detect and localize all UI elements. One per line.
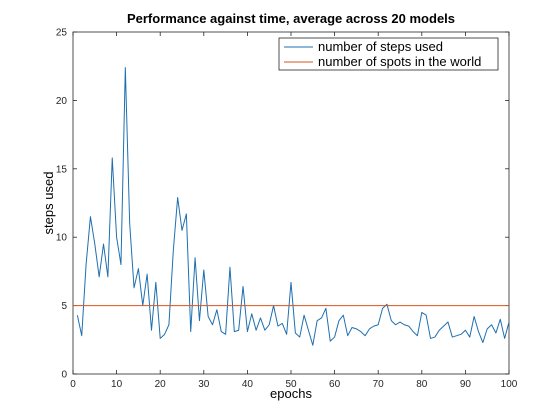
x-tick-label: 50 bbox=[285, 379, 297, 390]
series-layer bbox=[73, 67, 510, 346]
axis-ticks: 0 10 20 30 40 50 60 70 80 90 100 0 5 10 15 20 25 bbox=[56, 28, 518, 391]
x-tick-label: 60 bbox=[329, 379, 341, 390]
y-tick-label: 15 bbox=[56, 164, 68, 175]
x-tick-label: 0 bbox=[70, 379, 76, 390]
legend: number of steps used number of spots in … bbox=[278, 37, 499, 71]
x-tick-label: 20 bbox=[155, 379, 167, 390]
x-tick-label: 90 bbox=[460, 379, 472, 390]
y-tick-label: 5 bbox=[61, 301, 67, 312]
legend-box bbox=[278, 37, 499, 71]
y-tick-label: 10 bbox=[56, 233, 68, 244]
chart-title: Performance against time, average across… bbox=[127, 11, 455, 26]
legend-label-steps-used: number of steps used bbox=[318, 39, 443, 54]
x-axis-label: epochs bbox=[270, 386, 312, 401]
x-tick-label: 30 bbox=[198, 379, 210, 390]
legend-label-spots-in-world: number of spots in the world bbox=[318, 54, 481, 69]
y-tick-label: 0 bbox=[61, 370, 67, 381]
series-line-steps-used bbox=[76, 67, 510, 346]
y-tick-label: 20 bbox=[56, 96, 68, 107]
x-tick-label: 80 bbox=[416, 379, 428, 390]
x-tick-label: 40 bbox=[242, 379, 254, 390]
x-tick-label: 70 bbox=[373, 379, 385, 390]
y-tick-label: 25 bbox=[56, 28, 68, 39]
x-tick-label: 100 bbox=[501, 379, 518, 390]
x-tick-label: 10 bbox=[111, 379, 123, 390]
plot-area bbox=[72, 31, 510, 375]
y-axis-label: steps used bbox=[41, 172, 56, 235]
